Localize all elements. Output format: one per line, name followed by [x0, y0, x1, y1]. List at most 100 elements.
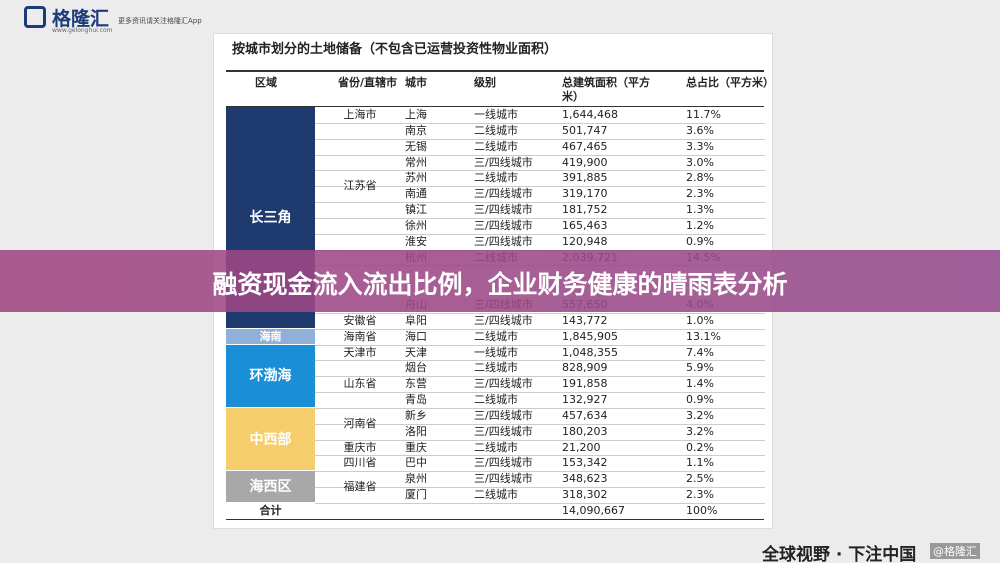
tier: 三/四线城市: [474, 408, 533, 422]
share: 5.9%: [686, 361, 714, 375]
row-line: [315, 138, 765, 140]
area: 153,342: [562, 456, 608, 470]
city: 无锡: [405, 139, 427, 153]
share: 2.3%: [686, 488, 714, 502]
area: 120,948: [562, 234, 608, 248]
share: 0.9%: [686, 234, 714, 248]
share: 11.7%: [686, 108, 721, 121]
tier: 三/四线城市: [474, 456, 533, 470]
city: 海口: [405, 329, 427, 343]
row-line: [315, 328, 765, 330]
region-cell: [226, 471, 315, 502]
province: 福建省: [343, 480, 377, 494]
share: 1.4%: [686, 377, 714, 391]
province: 安徽省: [343, 313, 377, 327]
footer-slogan: 全球视野 · 下注中国: [762, 545, 917, 563]
tier: 二线城市: [474, 393, 518, 407]
row-line: [315, 360, 765, 362]
share: 2.3%: [686, 187, 714, 201]
row-line: [315, 122, 765, 124]
total-area: 14,090,667: [562, 504, 625, 517]
share: 0.2%: [686, 440, 714, 454]
province: 上海市: [343, 107, 377, 121]
region: 海西区: [249, 479, 292, 496]
tier: 三/四线城市: [474, 218, 533, 232]
footer-mark: @格隆汇: [930, 543, 980, 559]
tier: 三/四线城市: [474, 203, 533, 217]
area: 391,885: [562, 171, 608, 185]
city: 重庆: [405, 440, 427, 454]
tier: 二线城市: [474, 171, 518, 185]
row-line: [315, 471, 765, 473]
logo: 格隆汇: [52, 8, 110, 30]
share: 3.0%: [686, 155, 714, 169]
area: 1,048,355: [562, 345, 618, 359]
tier: 三/四线城市: [474, 155, 533, 169]
tier: 二线城市: [474, 361, 518, 375]
region: 环渤海: [249, 368, 292, 385]
region: 中西部: [249, 431, 292, 448]
region: 长三角: [249, 209, 292, 226]
province: 江苏省: [343, 179, 377, 193]
tier: 二线城市: [474, 139, 518, 153]
rule: [226, 70, 764, 72]
tier: 二线城市: [474, 440, 518, 454]
column-header: 级别: [474, 76, 496, 89]
area: 348,623: [562, 472, 608, 486]
region-cell: [226, 328, 315, 344]
site: www.gelonghui.com: [52, 27, 113, 34]
rule: [226, 519, 764, 520]
area: 1,845,905: [562, 329, 618, 343]
row-line: [315, 186, 765, 188]
province: 重庆市: [343, 440, 377, 454]
column-header: 总占比（平方米）: [686, 76, 774, 89]
area: 180,203: [562, 424, 608, 438]
column-header: 城市: [405, 76, 427, 89]
tier: 二线城市: [474, 329, 518, 343]
share: 3.6%: [686, 123, 714, 137]
area: 181,752: [562, 203, 608, 217]
row-line: [315, 170, 765, 172]
city: 徐州: [405, 218, 427, 232]
total-label: 合计: [259, 504, 282, 517]
row-line: [315, 392, 765, 394]
city: 阜阳: [405, 313, 427, 327]
row-line: [315, 344, 765, 346]
row-line: [315, 503, 765, 504]
province: 河南省: [343, 416, 377, 430]
share: 3.2%: [686, 408, 714, 422]
row-line: [315, 202, 765, 204]
row-line: [315, 439, 765, 441]
share: 1.1%: [686, 456, 714, 470]
rule: [226, 106, 764, 107]
area: 467,465: [562, 139, 608, 153]
column-header: 区域: [255, 76, 277, 89]
tier: 二线城市: [474, 488, 518, 502]
tier: 二线城市: [474, 123, 518, 137]
row-line: [315, 217, 765, 219]
share: 0.9%: [686, 393, 714, 407]
city: 厦门: [405, 488, 427, 502]
area: 21,200: [562, 440, 601, 454]
area: 191,858: [562, 377, 608, 391]
column-header: 省份/直辖市: [338, 76, 398, 89]
share: 7.4%: [686, 345, 714, 359]
area: 419,900: [562, 155, 608, 169]
area: 457,634: [562, 408, 608, 422]
area: 143,772: [562, 313, 608, 327]
area: 1,644,468: [562, 108, 618, 121]
share: 13.1%: [686, 329, 721, 343]
banner: [0, 250, 1000, 312]
tier: 三/四线城市: [474, 424, 533, 438]
area: 828,909: [562, 361, 608, 375]
banner-text: 融资现金流入流出比例，企业财务健康的晴雨表分析: [212, 270, 788, 299]
share: 1.3%: [686, 203, 714, 217]
row-line: [315, 455, 765, 457]
region: 海南: [259, 329, 282, 343]
province: 四川省: [343, 456, 377, 470]
row-line: [315, 312, 765, 314]
tier: 三/四线城市: [474, 313, 533, 327]
share: 3.2%: [686, 424, 714, 438]
row-line: [315, 233, 765, 235]
area: 501,747: [562, 123, 608, 137]
